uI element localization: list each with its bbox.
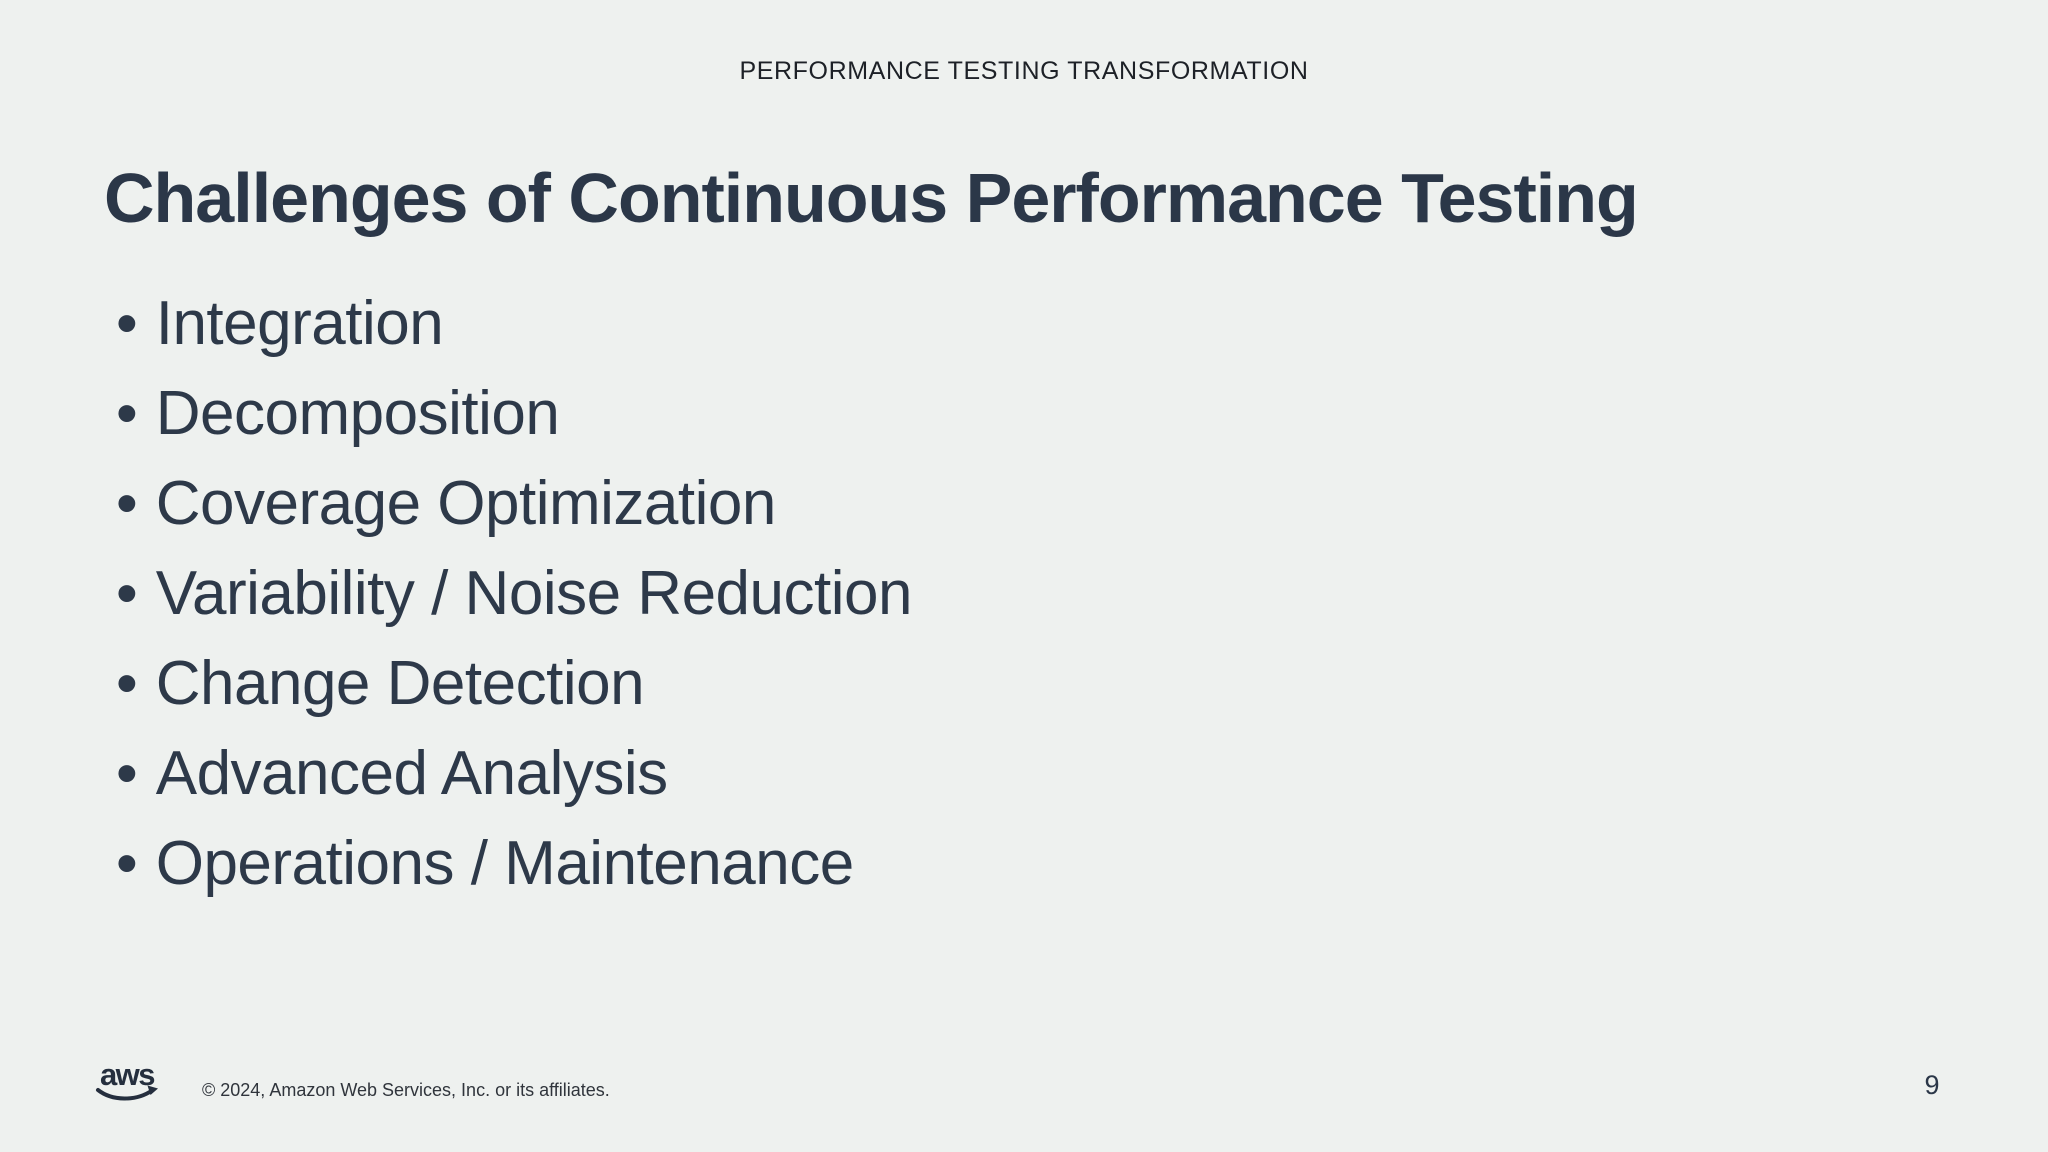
bullet-icon: • xyxy=(116,379,138,448)
page-number: 9 xyxy=(1924,1070,1940,1100)
bullet-icon: • xyxy=(116,649,138,718)
aws-logo-text: aws xyxy=(100,1057,154,1092)
copyright-text: © 2024, Amazon Web Services, Inc. or its… xyxy=(202,1080,610,1100)
list-item: • Operations / Maintenance xyxy=(116,819,912,909)
bullet-icon: • xyxy=(116,829,138,898)
bullet-label: Integration xyxy=(155,289,444,358)
bullet-icon: • xyxy=(116,559,138,628)
bullet-label: Advanced Analysis xyxy=(155,739,668,808)
list-item: • Variability / Noise Reduction xyxy=(116,549,912,639)
bullet-label: Coverage Optimization xyxy=(155,469,777,538)
aws-smile-curve xyxy=(96,1088,154,1101)
bullet-label: Change Detection xyxy=(155,649,645,718)
aws-smile-arrow xyxy=(147,1085,158,1095)
bullet-label: Operations / Maintenance xyxy=(155,829,854,898)
list-item: • Change Detection xyxy=(116,639,912,729)
list-item: • Integration xyxy=(116,279,912,369)
list-item: • Coverage Optimization xyxy=(116,459,912,549)
slide-title: Challenges of Continuous Performance Tes… xyxy=(104,159,1639,237)
aws-logo-icon: aws xyxy=(96,1057,158,1101)
bullet-icon: • xyxy=(116,469,138,538)
list-item: • Advanced Analysis xyxy=(116,729,912,819)
bullet-icon: • xyxy=(116,739,138,808)
slide-header-label: PERFORMANCE TESTING TRANSFORMATION xyxy=(739,57,1309,85)
bullet-list: • Integration • Decomposition • Coverage… xyxy=(116,279,912,909)
bullet-icon: • xyxy=(116,289,138,358)
bullet-label: Variability / Noise Reduction xyxy=(155,559,913,628)
bullet-label: Decomposition xyxy=(155,379,560,448)
list-item: • Decomposition xyxy=(116,369,912,459)
